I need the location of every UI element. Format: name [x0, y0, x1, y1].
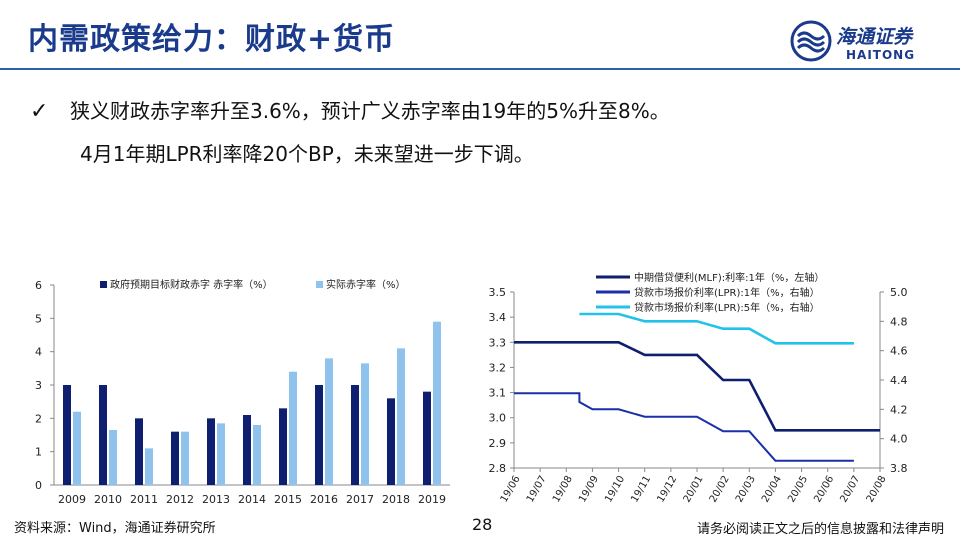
bar-actual-2019 [433, 321, 441, 485]
line-left-tick-label: 3.4 [489, 311, 507, 324]
bar-actual-2011 [145, 448, 153, 485]
logo-text-en: HAITONG [846, 48, 916, 62]
line-left-tick-label: 3.3 [489, 336, 507, 349]
line-x-tick-label: 20/06 [812, 474, 836, 504]
bar-actual-2012 [181, 431, 189, 485]
interest-rate-line-chart: 中期借贷便利(MLF):利率:1年（%，左轴） 贷款市场报价利率(LPR):1年（… [489, 271, 908, 504]
header-divider [0, 68, 960, 70]
line-x-tick-label: 19/12 [656, 474, 680, 504]
line-x-tick-label: 20/08 [865, 474, 889, 504]
line-x-tick-label: 19/11 [629, 474, 653, 504]
line-x-tick-label: 20/03 [734, 474, 758, 504]
bar-y-tick-label: 0 [35, 479, 42, 492]
bar-target-2013 [207, 418, 215, 485]
line-x-tick-label: 20/05 [786, 474, 810, 504]
legend-label-2: 贷款市场报价利率(LPR):1年（%，右轴） [634, 286, 820, 299]
bar-y-tick-label: 4 [35, 346, 42, 359]
bar-target-2016 [315, 385, 323, 485]
bar-actual-2016 [325, 358, 333, 485]
legend-label-1: 中期借贷便利(MLF):利率:1年（%，左轴） [634, 271, 824, 284]
bar-actual-2015 [289, 371, 297, 485]
bar-actual-2018 [397, 348, 405, 485]
line-right-tick-label: 4.0 [890, 433, 908, 446]
page-title: 内需政策给力：财政+货币 [28, 22, 396, 57]
bar-y-tick-label: 2 [35, 412, 42, 425]
bar-target-2010 [99, 385, 107, 485]
legend-label-3: 贷款市场报价利率(LPR):5年（%，右轴） [634, 301, 820, 314]
line-x-tick-label: 19/10 [603, 474, 627, 504]
line-x-tick-label: 20/04 [760, 474, 784, 504]
line-x-tick-label: 19/08 [551, 474, 575, 504]
bar-actual-2013 [217, 423, 225, 485]
line-right-tick-label: 4.4 [890, 374, 908, 387]
line-left-tick-label: 3.2 [489, 361, 507, 374]
bar-target-2018 [387, 398, 395, 485]
bar-target-2014 [243, 415, 251, 485]
series-line-1 [514, 341, 880, 432]
logo-text-cn: 海通证券 [836, 26, 913, 48]
deficit-bar-chart: 政府预期目标财政赤字 赤字率（%） 实际赤字率（%） 0 1 2 3 4 5 6 2009 201… [35, 278, 450, 506]
line-left-tick-label: 3.5 [489, 286, 507, 299]
bullet-text-2: 4月1年期LPR利率降20个BP，未来望进一步下调。 [80, 142, 534, 166]
bar-y-tick-label: 5 [35, 312, 42, 325]
bullet-text-1: 狭义财政赤字率升至3.6%，预计广义赤字率由19年的5%升至8%。 [70, 99, 670, 123]
bar-x-tick-label: 2019 [418, 493, 446, 506]
bar-target-2019 [423, 391, 431, 485]
line-right-tick-label: 4.8 [890, 315, 908, 328]
bar-x-tick-label: 2018 [382, 493, 410, 506]
legend-label-target: 政府预期目标财政赤字 赤字率（%） [110, 278, 273, 291]
bar-x-tick-label: 2009 [58, 493, 86, 506]
bar-x-tick-label: 2014 [238, 493, 266, 506]
bar-x-tick-label: 2015 [274, 493, 302, 506]
line-left-tick-label: 3.0 [489, 412, 507, 425]
bar-x-tick-label: 2013 [202, 493, 230, 506]
bar-y-tick-label: 6 [35, 279, 42, 292]
line-right-tick-label: 3.8 [890, 462, 908, 475]
legend-swatch-actual [316, 281, 323, 288]
bullet-point: ✓ 狭义财政赤字率升至3.6%，预计广义赤字率由19年的5%升至8%。 4月1年期… [30, 90, 930, 175]
bar-target-2012 [171, 431, 179, 485]
bar-target-2011 [135, 418, 143, 485]
line-right-tick-label: 4.2 [890, 403, 908, 416]
line-right-tick-label: 5.0 [890, 286, 908, 299]
bar-target-2009 [63, 385, 71, 485]
bar-actual-2017 [361, 363, 369, 485]
bullet-line-1: ✓ 狭义财政赤字率升至3.6%，预计广义赤字率由19年的5%升至8%。 [30, 90, 930, 133]
line-x-tick-label: 19/07 [525, 474, 549, 504]
bar-target-2015 [279, 408, 287, 485]
check-icon: ✓ [30, 99, 49, 124]
line-right-tick-label: 4.6 [890, 345, 908, 358]
bar-target-2017 [351, 385, 359, 485]
legend-label-actual: 实际赤字率（%） [326, 278, 406, 291]
line-x-tick-label: 20/01 [682, 474, 706, 504]
bar-y-tick-label: 1 [35, 446, 42, 459]
line-left-tick-label: 3.1 [489, 387, 507, 400]
bar-actual-2009 [73, 411, 81, 485]
bar-actual-2014 [253, 425, 261, 485]
bar-x-tick-label: 2012 [166, 493, 194, 506]
footer-disclaimer: 请务必阅读正文之后的信息披露和法律声明 [696, 522, 944, 537]
bar-x-tick-label: 2016 [310, 493, 338, 506]
line-left-tick-label: 2.9 [489, 437, 507, 450]
line-x-tick-label: 20/02 [708, 474, 732, 504]
page-number: 28 [472, 515, 493, 534]
footer-source: 资料来源：Wind，海通证券研究所 [14, 521, 216, 536]
company-logo: 海通证券 HAITONG [790, 20, 940, 66]
bar-x-tick-label: 2017 [346, 493, 374, 506]
legend-swatch-target [100, 281, 107, 288]
bar-x-tick-label: 2011 [130, 493, 158, 506]
series-line-2 [514, 392, 854, 462]
bar-y-tick-label: 3 [35, 379, 42, 392]
bar-x-tick-label: 2010 [94, 493, 122, 506]
line-x-tick-label: 20/07 [839, 474, 863, 504]
line-x-tick-label: 19/06 [499, 474, 523, 504]
line-left-tick-label: 2.8 [489, 462, 507, 475]
bar-actual-2010 [109, 430, 117, 485]
series-line-3 [579, 312, 854, 345]
line-x-tick-label: 19/09 [577, 474, 601, 504]
haitong-logo-icon [790, 20, 832, 62]
